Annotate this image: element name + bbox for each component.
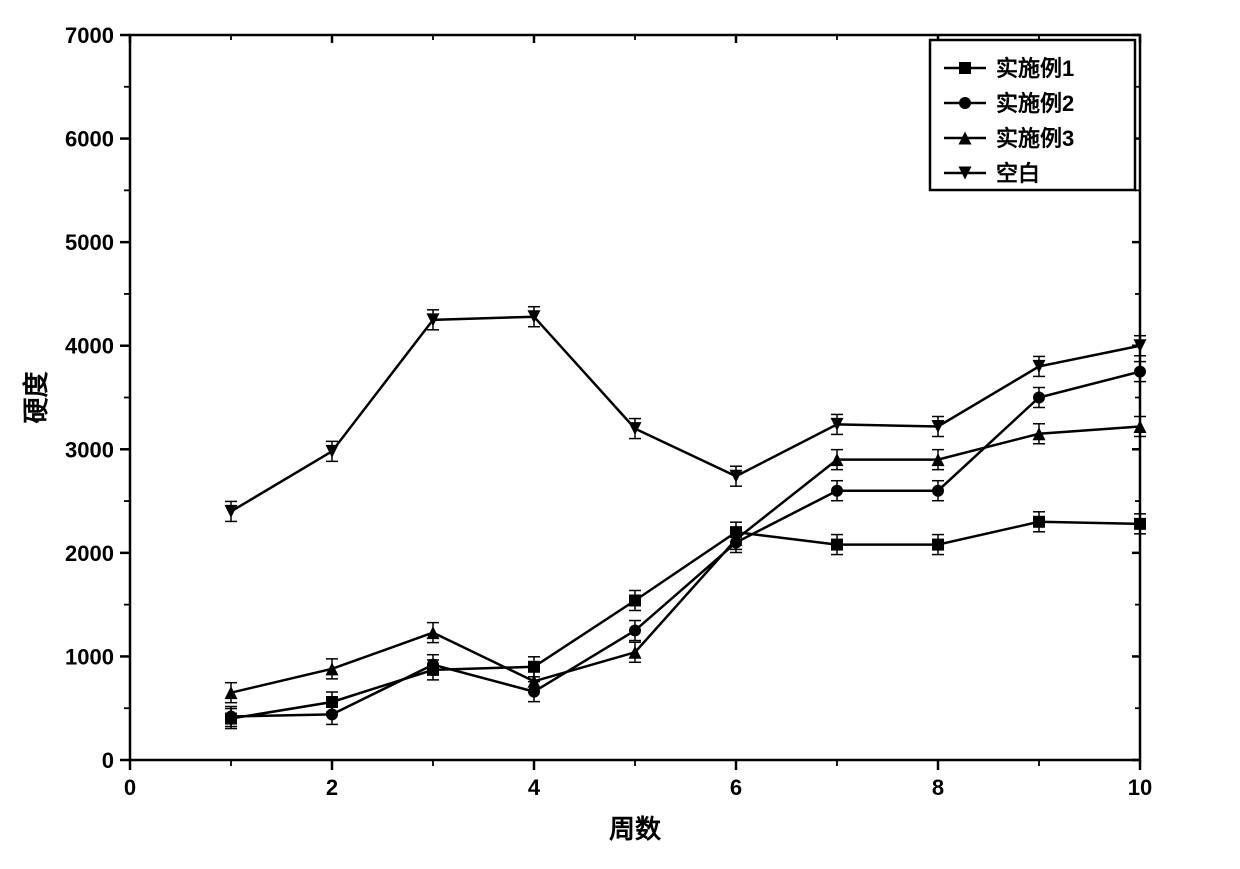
svg-text:8: 8 bbox=[932, 775, 944, 800]
svg-text:2000: 2000 bbox=[65, 541, 114, 566]
svg-text:4: 4 bbox=[528, 775, 541, 800]
svg-text:10: 10 bbox=[1128, 775, 1152, 800]
svg-text:6000: 6000 bbox=[65, 127, 114, 152]
svg-text:4000: 4000 bbox=[65, 334, 114, 359]
line-chart: 0 2 4 6 8 10 周数 0 1000 2000 3000 4000 5000 6000 7000 硬度… bbox=[0, 0, 1240, 864]
chart-container: 0 2 4 6 8 10 周数 0 1000 2000 3000 4000 5000 6000 7000 硬度… bbox=[0, 0, 1240, 864]
svg-text:0: 0 bbox=[102, 748, 114, 773]
svg-text:5000: 5000 bbox=[65, 230, 114, 255]
svg-text:实施例2: 实施例2 bbox=[996, 91, 1074, 116]
svg-text:3000: 3000 bbox=[65, 437, 114, 462]
svg-text:0: 0 bbox=[124, 775, 136, 800]
svg-text:2: 2 bbox=[326, 775, 338, 800]
svg-text:1000: 1000 bbox=[65, 644, 114, 669]
svg-text:实施例1: 实施例1 bbox=[996, 56, 1074, 81]
svg-text:空白: 空白 bbox=[996, 161, 1040, 186]
svg-text:周数: 周数 bbox=[609, 814, 662, 844]
svg-text:7000: 7000 bbox=[65, 23, 114, 48]
svg-text:6: 6 bbox=[730, 775, 742, 800]
svg-text:硬度: 硬度 bbox=[21, 371, 51, 423]
svg-text:实施例3: 实施例3 bbox=[996, 126, 1074, 151]
